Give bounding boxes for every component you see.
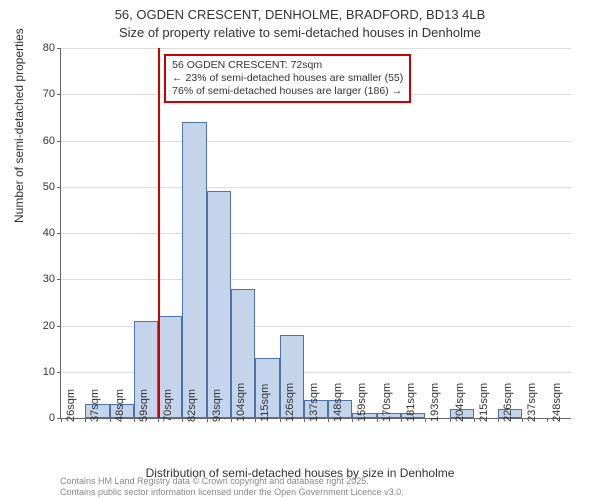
chart-title-block: 56, OGDEN CRESCENT, DENHOLME, BRADFORD, … <box>0 0 600 41</box>
x-tick-label: 59sqm <box>138 389 150 422</box>
y-tick-label: 40 <box>25 227 61 239</box>
x-tick-mark <box>182 418 183 422</box>
title-line-2: Size of property relative to semi-detach… <box>0 24 600 42</box>
gridline <box>61 233 571 234</box>
y-tick-label: 80 <box>25 42 61 54</box>
x-tick-mark <box>85 418 86 422</box>
annotation-line: ← 23% of semi-detached houses are smalle… <box>172 72 403 85</box>
annotation-line: 76% of semi-detached houses are larger (… <box>172 85 403 98</box>
x-tick-label: 93sqm <box>211 389 223 422</box>
x-tick-label: 82sqm <box>186 389 198 422</box>
x-tick-mark <box>231 418 232 422</box>
x-tick-label: 26sqm <box>65 389 77 422</box>
x-tick-mark <box>280 418 281 422</box>
y-tick-label: 20 <box>25 320 61 332</box>
x-tick-mark <box>61 418 62 422</box>
y-tick-label: 70 <box>25 88 61 100</box>
x-tick-label: 70sqm <box>162 389 174 422</box>
marker-line <box>158 48 160 418</box>
gridline <box>61 48 571 49</box>
x-tick-mark <box>474 418 475 422</box>
attribution-footer: Contains HM Land Registry data © Crown c… <box>60 476 404 498</box>
x-tick-mark <box>450 418 451 422</box>
x-tick-label: 204sqm <box>454 383 466 422</box>
x-tick-label: 126sqm <box>284 383 296 422</box>
x-tick-mark <box>134 418 135 422</box>
y-tick-label: 60 <box>25 135 61 147</box>
x-tick-label: 215sqm <box>478 383 490 422</box>
annotation-box: 56 OGDEN CRESCENT: 72sqm← 23% of semi-de… <box>164 54 411 103</box>
y-tick-label: 10 <box>25 366 61 378</box>
annotation-line: 56 OGDEN CRESCENT: 72sqm <box>172 59 403 72</box>
x-tick-mark <box>425 418 426 422</box>
gridline <box>61 187 571 188</box>
x-tick-label: 104sqm <box>235 383 247 422</box>
x-tick-mark <box>304 418 305 422</box>
x-tick-label: 237sqm <box>526 383 538 422</box>
x-tick-mark <box>377 418 378 422</box>
footer-line-2: Contains public sector information licen… <box>60 487 404 498</box>
x-tick-label: 226sqm <box>502 383 514 422</box>
x-tick-label: 193sqm <box>429 383 441 422</box>
y-tick-label: 50 <box>25 181 61 193</box>
x-tick-mark <box>547 418 548 422</box>
plot-region: 0102030405060708026sqm37sqm48sqm59sqm70s… <box>60 48 571 419</box>
x-tick-label: 115sqm <box>259 384 271 422</box>
footer-line-1: Contains HM Land Registry data © Crown c… <box>60 476 404 487</box>
x-tick-mark <box>110 418 111 422</box>
chart-area: 0102030405060708026sqm37sqm48sqm59sqm70s… <box>60 48 570 418</box>
x-tick-mark <box>207 418 208 422</box>
x-tick-mark <box>255 418 256 422</box>
gridline <box>61 141 571 142</box>
title-line-1: 56, OGDEN CRESCENT, DENHOLME, BRADFORD, … <box>0 6 600 24</box>
x-tick-label: 159sqm <box>356 383 368 422</box>
y-tick-label: 0 <box>25 412 61 424</box>
x-tick-label: 148sqm <box>332 383 344 422</box>
x-tick-label: 137sqm <box>308 383 320 422</box>
histogram-bar <box>207 191 231 418</box>
x-tick-label: 181sqm <box>405 383 417 422</box>
x-tick-label: 170sqm <box>381 383 393 422</box>
x-tick-mark <box>401 418 402 422</box>
x-tick-mark <box>522 418 523 422</box>
x-tick-mark <box>328 418 329 422</box>
x-tick-mark <box>498 418 499 422</box>
y-axis-label: Number of semi-detached properties <box>12 28 26 223</box>
x-tick-mark <box>352 418 353 422</box>
x-tick-label: 48sqm <box>114 389 126 422</box>
gridline <box>61 279 571 280</box>
histogram-bar <box>182 122 206 418</box>
chart-container: 56, OGDEN CRESCENT, DENHOLME, BRADFORD, … <box>0 0 600 500</box>
x-tick-mark <box>158 418 159 422</box>
y-tick-label: 30 <box>25 273 61 285</box>
x-tick-label: 248sqm <box>551 383 563 422</box>
x-tick-label: 37sqm <box>89 389 101 422</box>
